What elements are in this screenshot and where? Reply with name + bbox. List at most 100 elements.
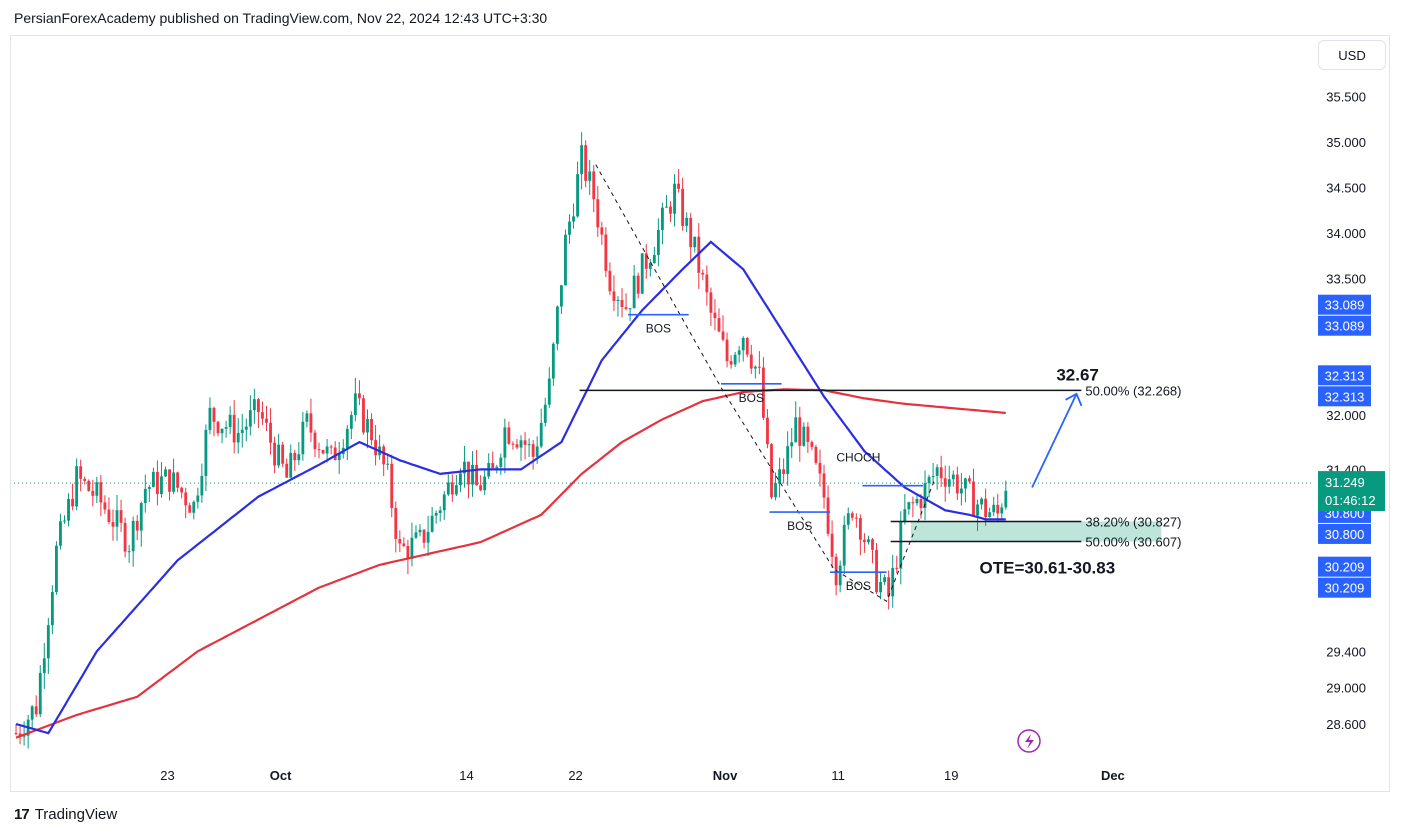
candle-body — [495, 466, 499, 469]
candle-body — [244, 426, 248, 430]
candle-body — [374, 440, 377, 456]
candle-body — [628, 308, 632, 310]
candle-body — [883, 577, 887, 583]
fast-moving-average — [15, 240, 1006, 735]
candle-body — [398, 538, 402, 544]
candle-body — [353, 393, 357, 416]
chart-frame — [10, 35, 1390, 792]
candle-body — [164, 469, 167, 477]
candle-body — [50, 592, 54, 626]
candle-body — [107, 509, 111, 523]
time-axis-tick: Oct — [270, 768, 292, 783]
candle-body — [289, 452, 293, 478]
currency-button[interactable]: USD — [1318, 40, 1386, 70]
candle-body — [863, 539, 866, 543]
current-price-tag — [1318, 471, 1385, 512]
candle-body — [406, 545, 410, 560]
candle-body — [410, 537, 414, 560]
tradingview-brand[interactable]: 17 TradingView — [14, 806, 117, 823]
candle-body — [204, 429, 208, 476]
candle-body — [814, 446, 818, 463]
candle-body — [418, 529, 422, 533]
time-axis-tick: 19 — [944, 768, 958, 783]
candle-body — [22, 735, 26, 737]
candle-body — [584, 145, 588, 181]
price-tag — [1318, 365, 1371, 386]
candle-body — [252, 399, 256, 411]
candle-body — [624, 307, 628, 309]
target-label: 32.67 — [1056, 365, 1099, 384]
ote-label: OTE=30.61-30.83 — [980, 558, 1116, 577]
candle-body — [612, 291, 616, 301]
candle-body — [802, 426, 806, 446]
candle-body — [648, 263, 652, 269]
price-axis-tick: 33.500 — [1326, 271, 1366, 286]
price-tag — [1318, 556, 1371, 577]
candle-body — [434, 512, 438, 516]
candle-body — [741, 337, 745, 351]
price-tag-label: 32.313 — [1325, 389, 1365, 404]
candle-body — [665, 206, 668, 208]
candle-body — [543, 404, 547, 423]
candle-body — [947, 479, 951, 487]
time-axis-tick: Dec — [1101, 768, 1125, 783]
candle-body — [127, 551, 131, 553]
candle-body — [891, 567, 895, 597]
candle-body — [305, 413, 309, 422]
candle-body — [115, 510, 119, 527]
candle-body — [745, 337, 749, 355]
price-tag-label: 33.089 — [1325, 319, 1365, 334]
candle-body — [216, 421, 220, 434]
price-tag-label: 30.209 — [1325, 581, 1365, 596]
candle-body — [297, 454, 301, 461]
candle-body — [99, 482, 103, 503]
candle-body — [830, 533, 834, 557]
candle-body — [782, 469, 786, 474]
candle-body — [309, 413, 313, 433]
candle-body — [636, 275, 640, 294]
candle-body — [135, 520, 139, 531]
candle-body — [232, 414, 236, 443]
candle-body — [547, 378, 551, 405]
candle-body — [709, 292, 713, 313]
candle-body — [899, 521, 903, 569]
candle-body — [778, 469, 781, 484]
candle-body — [677, 183, 680, 189]
candle-body — [147, 487, 151, 489]
candle-body — [325, 446, 329, 454]
candle-body — [733, 354, 737, 365]
candle-body — [79, 466, 83, 479]
candle-body — [362, 398, 365, 433]
candle-body — [208, 407, 212, 430]
candle-body — [349, 415, 353, 429]
alert-bolt-icon — [1017, 729, 1041, 753]
candle-body — [875, 549, 878, 593]
candle-body — [63, 520, 66, 522]
candle-body — [38, 673, 42, 715]
candle-body — [523, 440, 527, 445]
candle-body — [87, 480, 91, 491]
candle-body — [91, 490, 95, 496]
candle-body — [1004, 490, 1008, 508]
candle-body — [806, 426, 810, 443]
candle-body — [67, 498, 70, 521]
candle-body — [576, 174, 579, 217]
candle-body — [895, 567, 899, 569]
candle-body — [358, 393, 361, 399]
price-axis-tick: 34.000 — [1326, 226, 1366, 241]
candle-body — [713, 312, 717, 319]
price-axis-tick: 29.400 — [1326, 644, 1366, 659]
price-tag — [1318, 523, 1371, 544]
candle-body — [248, 410, 252, 427]
candle-body — [390, 463, 394, 508]
published-line: PersianForexAcademy published on Trading… — [14, 10, 548, 26]
candle-body — [903, 509, 907, 522]
candle-body — [257, 399, 260, 413]
candle-body — [459, 473, 462, 486]
candle-body — [790, 442, 794, 447]
candle-body — [426, 531, 430, 543]
candle-body — [737, 350, 741, 355]
time-axis-tick: 11 — [831, 768, 845, 783]
candle-body — [535, 446, 539, 457]
